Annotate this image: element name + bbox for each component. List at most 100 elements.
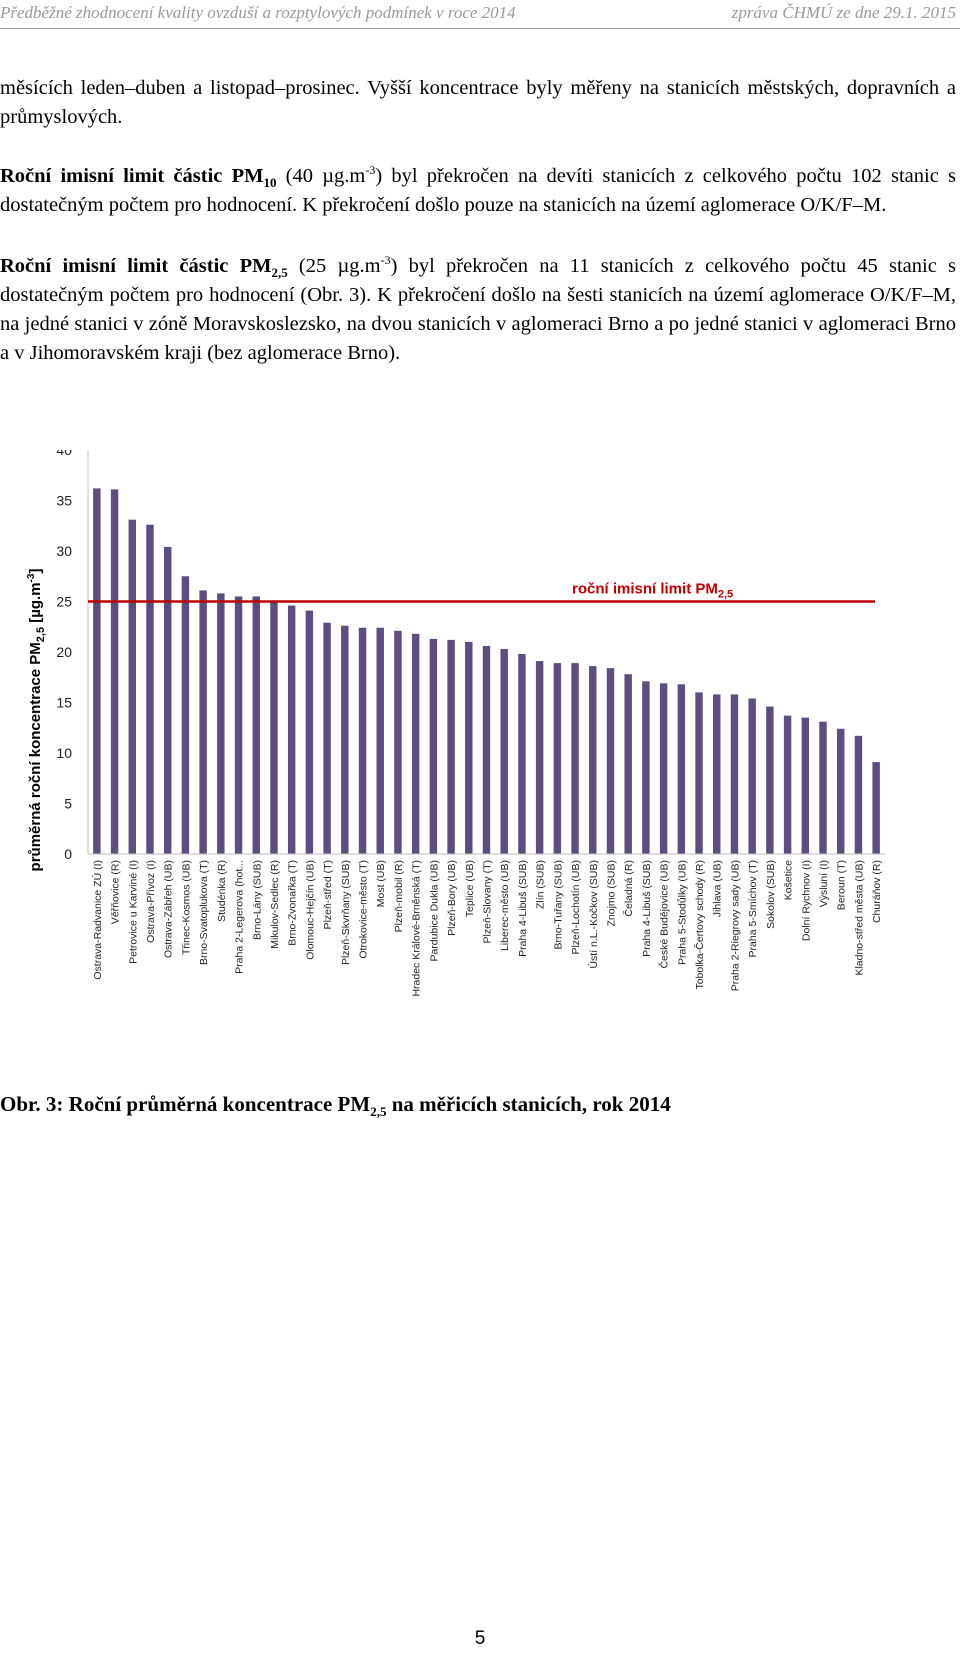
paragraph-pm10: Roční imisní limit částic PM10 (40 µg.m-…: [0, 163, 956, 216]
x-tick-label: Petrovice u Karviné (I): [127, 860, 139, 964]
bar: [624, 674, 632, 854]
x-axis-labels: Ostrava-Radvanice ZÚ (I) Věřňovice (R) Pet…: [91, 860, 883, 997]
bar: [146, 524, 154, 854]
x-tick-label: Ostrava-Radvanice ZÚ (I): [91, 860, 104, 980]
bar: [872, 762, 880, 854]
x-tick-label: Brno-Svatoplukova (T): [198, 860, 210, 965]
running-header: Předběžné zhodnocení kvality ovzduší a r…: [0, 0, 960, 29]
x-tick-label: Brno-Zvonařka (T): [287, 860, 299, 946]
x-tick-label: Plzeň-Bory (UB): [446, 860, 458, 936]
y-tick-label: 30: [56, 543, 72, 559]
x-tick-label: Praha 5-Smíchov (T): [747, 860, 759, 957]
x-tick-label: Plzeň-mobil (R): [393, 860, 405, 932]
pm25-limit-heading: Roční imisní limit částic PM2,5: [0, 255, 288, 281]
paragraph-1: měsících leden–duben a listopad–prosinec…: [0, 77, 956, 128]
bar: [128, 519, 136, 854]
x-tick-label: Praha 2-Legerova (hot...: [234, 860, 246, 974]
bars: [93, 488, 880, 854]
x-tick-label: Churáňov (R): [871, 860, 883, 923]
bar: [553, 663, 562, 854]
bar: [305, 610, 314, 854]
bar: [93, 488, 101, 854]
bar: [376, 627, 384, 854]
x-tick-label: Sokolov (SUB): [765, 860, 777, 929]
paragraph-pm25: Roční imisní limit částic PM2,5 (25 µg.m…: [0, 253, 957, 364]
bar: [358, 627, 367, 854]
svg-text:průměrná roční koncentrace PM2: průměrná roční koncentrace PM2,5 [µg.m-3…: [26, 569, 47, 872]
x-tick-label: Tobolka-Čertovy schody (R): [693, 860, 706, 990]
header-right: zpráva ČHMÚ ze dne 29.1. 2015: [731, 3, 956, 22]
bar: [323, 622, 331, 854]
bar: [819, 721, 827, 854]
bar: [217, 593, 225, 854]
y-axis-title: průměrná roční koncentrace PM2,5 [µg.m-3…: [26, 569, 47, 872]
x-tick-label: Košetice: [783, 860, 795, 900]
bar: [287, 605, 296, 854]
bar: [110, 489, 119, 854]
bar: [252, 596, 260, 854]
y-tick-label: 40: [56, 450, 72, 458]
pm10-limit-heading: Roční imisní limit částic PM10: [0, 165, 277, 191]
x-tick-label: Ostrava-Přívoz (I): [145, 860, 157, 943]
bar: [713, 694, 721, 854]
x-tick-label: Plzeň-Skvrňany (SUB): [340, 860, 352, 965]
bar: [465, 641, 473, 854]
bar: [341, 625, 349, 854]
x-tick-label: Otrokovice-město (T): [358, 860, 370, 959]
x-tick-label: Beroun (T): [836, 860, 848, 910]
x-tick-label: Most (UB): [375, 860, 387, 907]
x-tick-label: Plzeň-Slovany (T): [482, 860, 494, 943]
bar: [854, 735, 863, 854]
x-tick-label: Pardubice Dukla (UB): [428, 860, 440, 962]
bar: [518, 654, 526, 854]
bar: [571, 663, 579, 854]
x-tick-label: Kladno-střed města (UB): [853, 860, 865, 976]
bar: [394, 630, 402, 854]
x-tick-label: Výsluní (I): [818, 860, 830, 907]
y-tick-label: 5: [64, 796, 72, 812]
bar: [270, 600, 278, 854]
x-tick-label: Jihlava (UB): [712, 860, 724, 917]
x-tick-label: Praha 2-Riegrovy sady (UB): [729, 860, 741, 991]
x-tick-label: Plzeň-střed (T): [322, 860, 334, 929]
bar: [199, 590, 207, 854]
bar: [730, 694, 739, 854]
x-tick-label: Liberec-město (UB): [499, 860, 511, 951]
x-tick-label: Znojmo (SUB): [605, 860, 617, 927]
bar: [766, 706, 774, 854]
y-axis-ticks: 0 5 10 15 20 25 30 35 40: [56, 450, 72, 862]
x-tick-label: Teplice (UB): [464, 860, 476, 917]
bar: [642, 681, 650, 854]
y-tick-label: 15: [56, 695, 72, 711]
page-number: 5: [474, 1628, 486, 1649]
y-tick-label: 20: [56, 644, 72, 660]
x-tick-label: Ústí n.L.-Kočkov (SUB): [587, 860, 600, 969]
y-tick-label: 0: [64, 846, 72, 862]
x-tick-label: Ostrava-Zábřeh (UB): [163, 860, 175, 958]
bar: [535, 661, 544, 854]
header-left: Předběžné zhodnocení kvality ovzduší a r…: [0, 3, 516, 22]
x-tick-label: Čeladná (R): [622, 860, 635, 917]
limit-label: roční imisní limit PM2,5: [572, 581, 733, 601]
x-tick-label: Olomouc-Hejčín (UB): [304, 860, 316, 960]
bar: [837, 728, 845, 854]
x-tick-label: Praha 5-Stodůlky (UB): [676, 860, 688, 965]
bar: [677, 684, 686, 854]
x-tick-label: Zlín (SUB): [535, 860, 547, 909]
bar: [783, 715, 792, 854]
bar: [589, 666, 597, 854]
bar: [411, 633, 420, 854]
x-tick-label: Brno-Tuřany (SUB): [552, 860, 564, 949]
x-tick-label: Dolní Rychnov (I): [800, 860, 812, 941]
bar: [234, 596, 243, 854]
bar: [429, 638, 438, 854]
x-tick-label: Studénka (R): [216, 860, 228, 922]
y-tick-label: 25: [56, 594, 72, 610]
bar: [695, 692, 703, 854]
bar: [482, 645, 491, 854]
bar: [606, 668, 615, 854]
figure-caption: Obr. 3: Roční průměrná koncentrace PM2,5…: [0, 1092, 671, 1120]
x-tick-label: Hradec Králové-Brněnská (T): [411, 860, 423, 997]
bar: [163, 546, 172, 854]
x-tick-label: Praha 4-Libuš (SUB): [641, 860, 653, 957]
